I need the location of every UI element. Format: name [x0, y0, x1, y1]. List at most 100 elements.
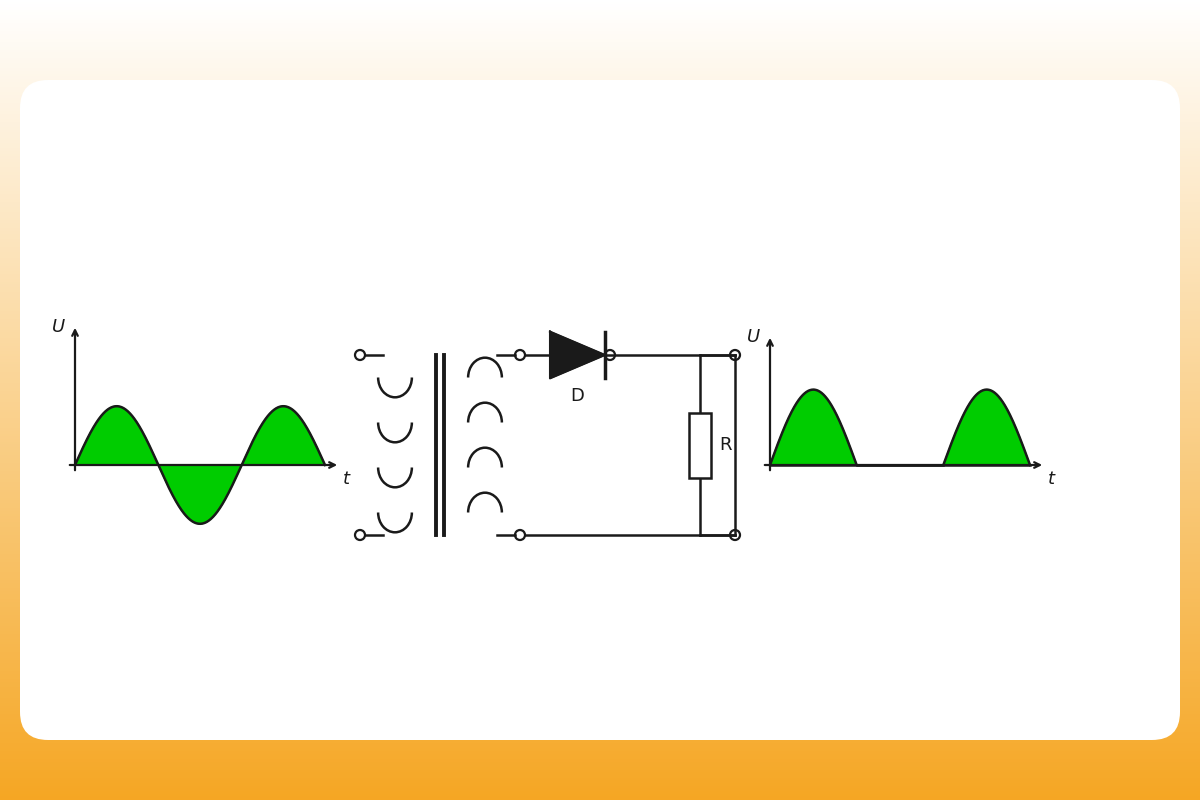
Bar [0, 410, 1200, 414]
Bar [0, 568, 1200, 570]
Bar [0, 448, 1200, 450]
Bar [0, 592, 1200, 594]
Polygon shape [242, 406, 325, 465]
Bar [0, 6, 1200, 8]
Bar [0, 618, 1200, 622]
Bar [0, 466, 1200, 470]
Bar [0, 270, 1200, 272]
Bar [0, 194, 1200, 198]
Bar [0, 762, 1200, 766]
Bar [0, 122, 1200, 126]
Polygon shape [943, 390, 1030, 465]
Text: R: R [719, 436, 732, 454]
Text: U: U [748, 328, 761, 346]
Polygon shape [550, 332, 605, 378]
Bar [0, 66, 1200, 70]
Bar [0, 142, 1200, 144]
Bar [0, 702, 1200, 704]
Bar [0, 726, 1200, 728]
Bar [0, 634, 1200, 638]
Bar [0, 192, 1200, 194]
Bar [0, 22, 1200, 24]
Bar [0, 248, 1200, 250]
Bar [0, 222, 1200, 224]
Bar [0, 402, 1200, 406]
Bar [0, 362, 1200, 366]
Bar [0, 408, 1200, 410]
Bar [0, 278, 1200, 280]
Bar [0, 458, 1200, 462]
Bar [0, 706, 1200, 710]
Bar [0, 766, 1200, 768]
Bar [0, 296, 1200, 298]
Bar [0, 16, 1200, 18]
Bar [0, 776, 1200, 778]
Bar [0, 334, 1200, 336]
Bar [0, 48, 1200, 50]
Bar [0, 232, 1200, 234]
Bar [0, 782, 1200, 784]
Bar [0, 606, 1200, 608]
Bar [0, 200, 1200, 202]
Bar [0, 718, 1200, 720]
Bar [0, 10, 1200, 14]
Bar [0, 184, 1200, 186]
Bar [0, 792, 1200, 794]
Bar [0, 622, 1200, 624]
Bar [0, 666, 1200, 670]
Bar [0, 416, 1200, 418]
Bar [0, 486, 1200, 488]
Bar [0, 440, 1200, 442]
Bar [0, 530, 1200, 534]
Bar [0, 526, 1200, 528]
Bar [0, 386, 1200, 390]
Bar [0, 320, 1200, 322]
Bar [0, 328, 1200, 330]
Bar [0, 54, 1200, 56]
Text: t: t [342, 470, 349, 488]
Bar [0, 582, 1200, 584]
Bar [0, 720, 1200, 722]
Bar [0, 346, 1200, 350]
Bar [0, 178, 1200, 182]
Bar [0, 438, 1200, 440]
Bar [0, 536, 1200, 538]
Bar [0, 562, 1200, 566]
Bar [0, 464, 1200, 466]
Bar [0, 106, 1200, 110]
Bar [0, 390, 1200, 392]
Bar [0, 538, 1200, 542]
Bar [0, 504, 1200, 506]
Bar [0, 238, 1200, 240]
Bar [0, 40, 1200, 42]
Bar [0, 130, 1200, 134]
Bar [0, 250, 1200, 254]
Bar [0, 182, 1200, 184]
Bar [0, 632, 1200, 634]
Bar [0, 786, 1200, 790]
Bar [0, 42, 1200, 46]
Bar [0, 32, 1200, 34]
Bar [0, 110, 1200, 112]
Bar [0, 50, 1200, 54]
Bar [0, 208, 1200, 210]
Bar [0, 434, 1200, 438]
Bar [0, 72, 1200, 74]
Bar [0, 376, 1200, 378]
Bar [0, 512, 1200, 514]
Bar [0, 722, 1200, 726]
FancyBboxPatch shape [20, 80, 1180, 740]
Bar [0, 302, 1200, 304]
Bar [0, 288, 1200, 290]
Bar [0, 126, 1200, 128]
Bar [0, 94, 1200, 96]
Bar [0, 168, 1200, 170]
Bar [0, 246, 1200, 248]
Bar [0, 640, 1200, 642]
Bar [0, 134, 1200, 136]
Bar [0, 490, 1200, 494]
Bar [0, 790, 1200, 792]
Bar [0, 608, 1200, 610]
Bar [0, 470, 1200, 472]
Bar [0, 610, 1200, 614]
